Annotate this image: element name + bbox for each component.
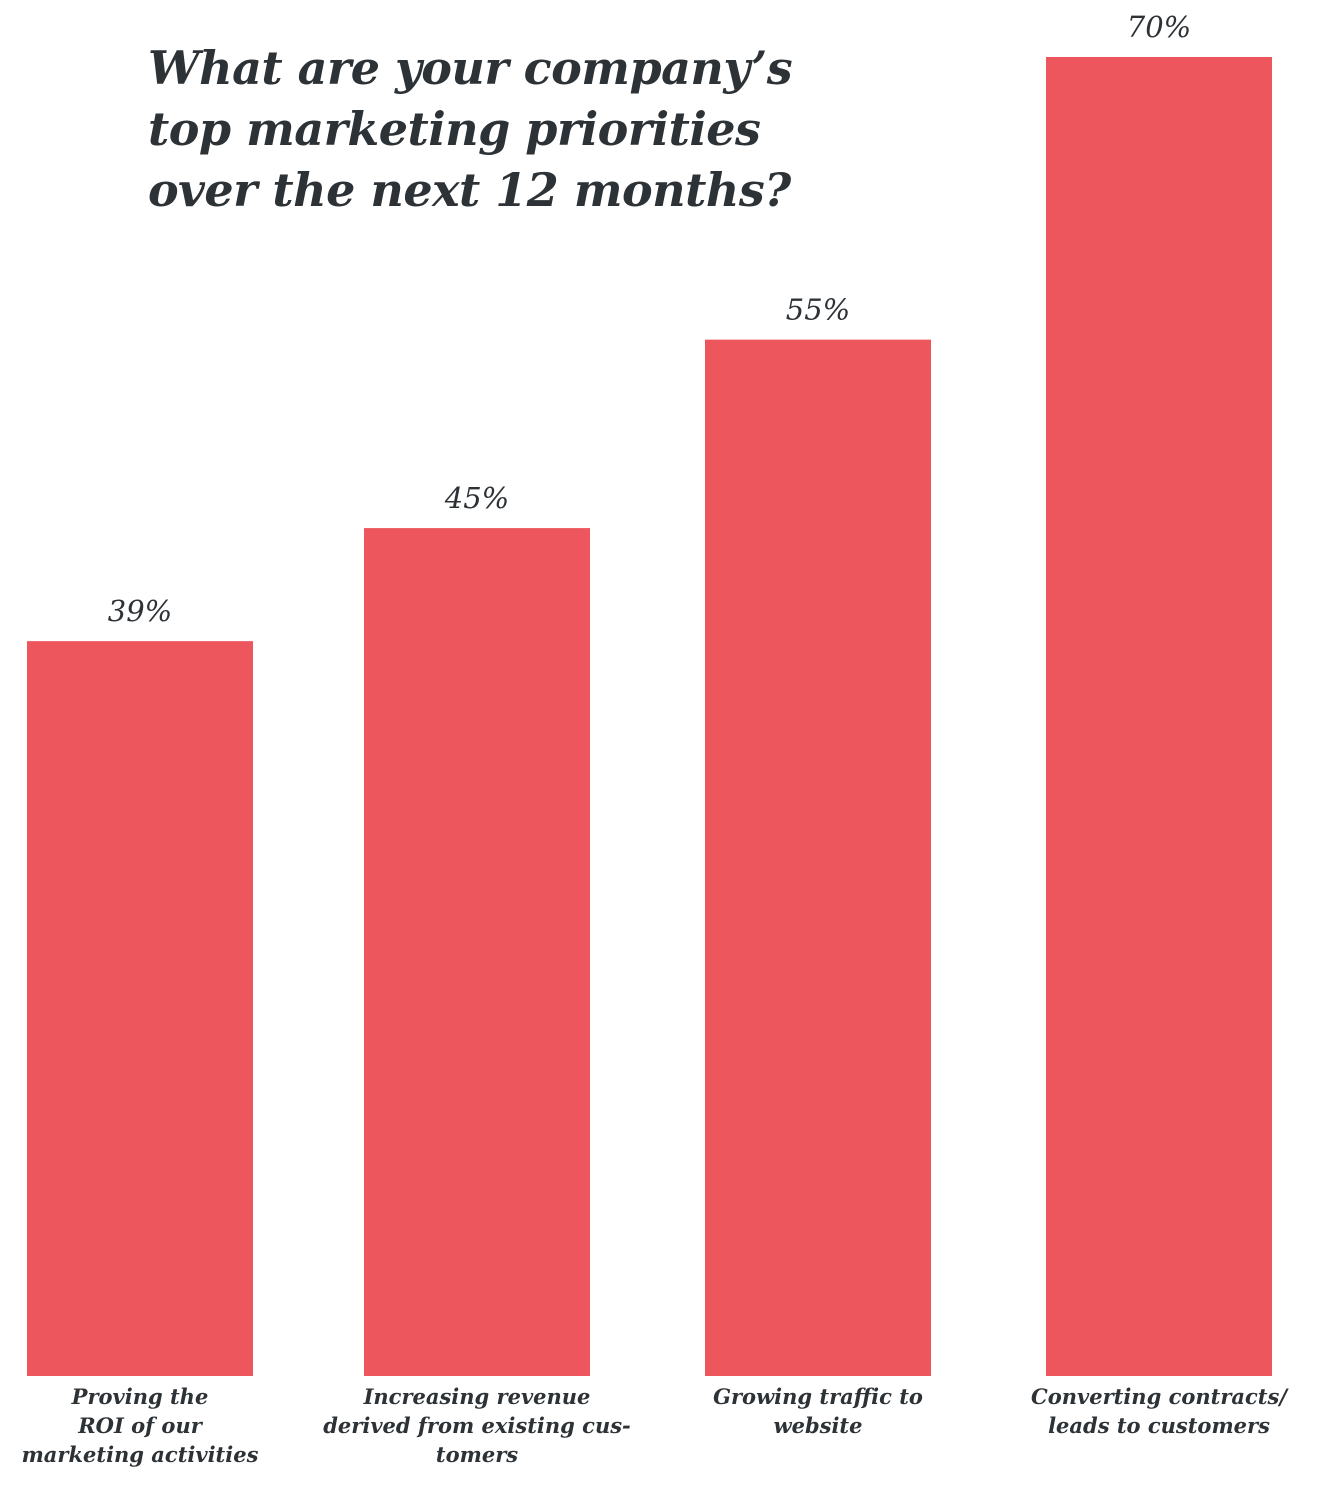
chart-title-line-3: over the next 12 months?: [148, 163, 791, 217]
category-label-2-line-3: tomers: [436, 1442, 518, 1467]
category-label-2-line-2: derived from existing cus-: [323, 1413, 631, 1438]
bar-value-label-2: 45%: [444, 481, 509, 515]
category-label-4-line-1: Converting contracts/: [1031, 1384, 1289, 1409]
chart-title-line-1: What are your company’s: [148, 41, 793, 95]
bar-value-label-1: 39%: [108, 594, 172, 628]
category-label-2-line-1: Increasing revenue: [363, 1384, 591, 1409]
category-label-1-line-3: marketing activities: [22, 1442, 259, 1467]
category-label-3-line-2: website: [774, 1413, 863, 1438]
bar-3: [705, 339, 931, 1377]
category-label-4: Converting contracts/leads to customers: [1031, 1384, 1289, 1438]
category-label-1: Proving the ROI of our marketing activitie…: [22, 1384, 259, 1467]
chart-title: What are your company’s top marketing pr…: [148, 38, 848, 221]
category-label-1-line-2: ROI of our: [77, 1413, 204, 1438]
category-label-1-line-1: Proving the: [71, 1384, 209, 1409]
category-label-3-line-1: Growing traffic to: [713, 1384, 923, 1409]
bar-4: [1046, 57, 1272, 1376]
bar-1: [27, 641, 253, 1376]
category-label-4-line-2: leads to customers: [1048, 1413, 1270, 1438]
chart-title-line-2: top marketing priorities: [148, 102, 761, 156]
category-label-2: Increasing revenue derived from existing …: [323, 1384, 631, 1467]
category-label-3: Growing traffic to website: [713, 1384, 923, 1438]
bar-2: [364, 528, 590, 1376]
bar-value-label-4: 70%: [1127, 10, 1191, 44]
bar-value-label-3: 55%: [786, 293, 850, 327]
